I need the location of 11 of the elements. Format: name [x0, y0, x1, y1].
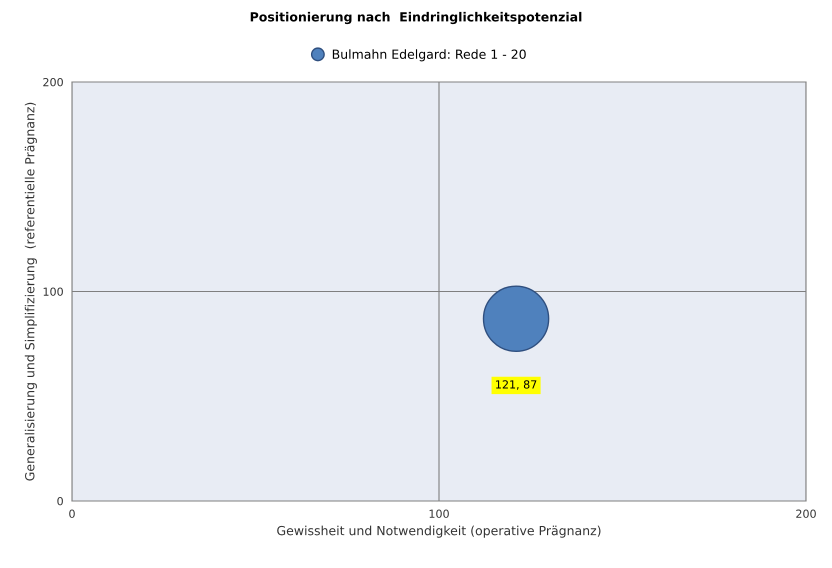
legend-label: Bulmahn Edelgard: Rede 1 - 20: [332, 49, 526, 62]
y-tick-label: 200: [43, 78, 63, 86]
y-axis-title: Generalisierung und Simplifizierung (referentielle Prägnanz): [24, 102, 37, 481]
x-tick-label: 100: [430, 510, 449, 518]
chart-title: Positionierung nach Eindringlichkeitspotenzial: [250, 12, 582, 24]
data-label: 121, 87: [496, 380, 536, 390]
y-tick-label: 100: [44, 287, 63, 296]
x-tick-label: 200: [796, 510, 816, 518]
y-tick-label: 0: [57, 496, 63, 506]
x-tick-label: 0: [69, 510, 75, 518]
x-axis-title: Gewissheit und Notwendigkeit (operative Prägnanz): [277, 526, 600, 538]
